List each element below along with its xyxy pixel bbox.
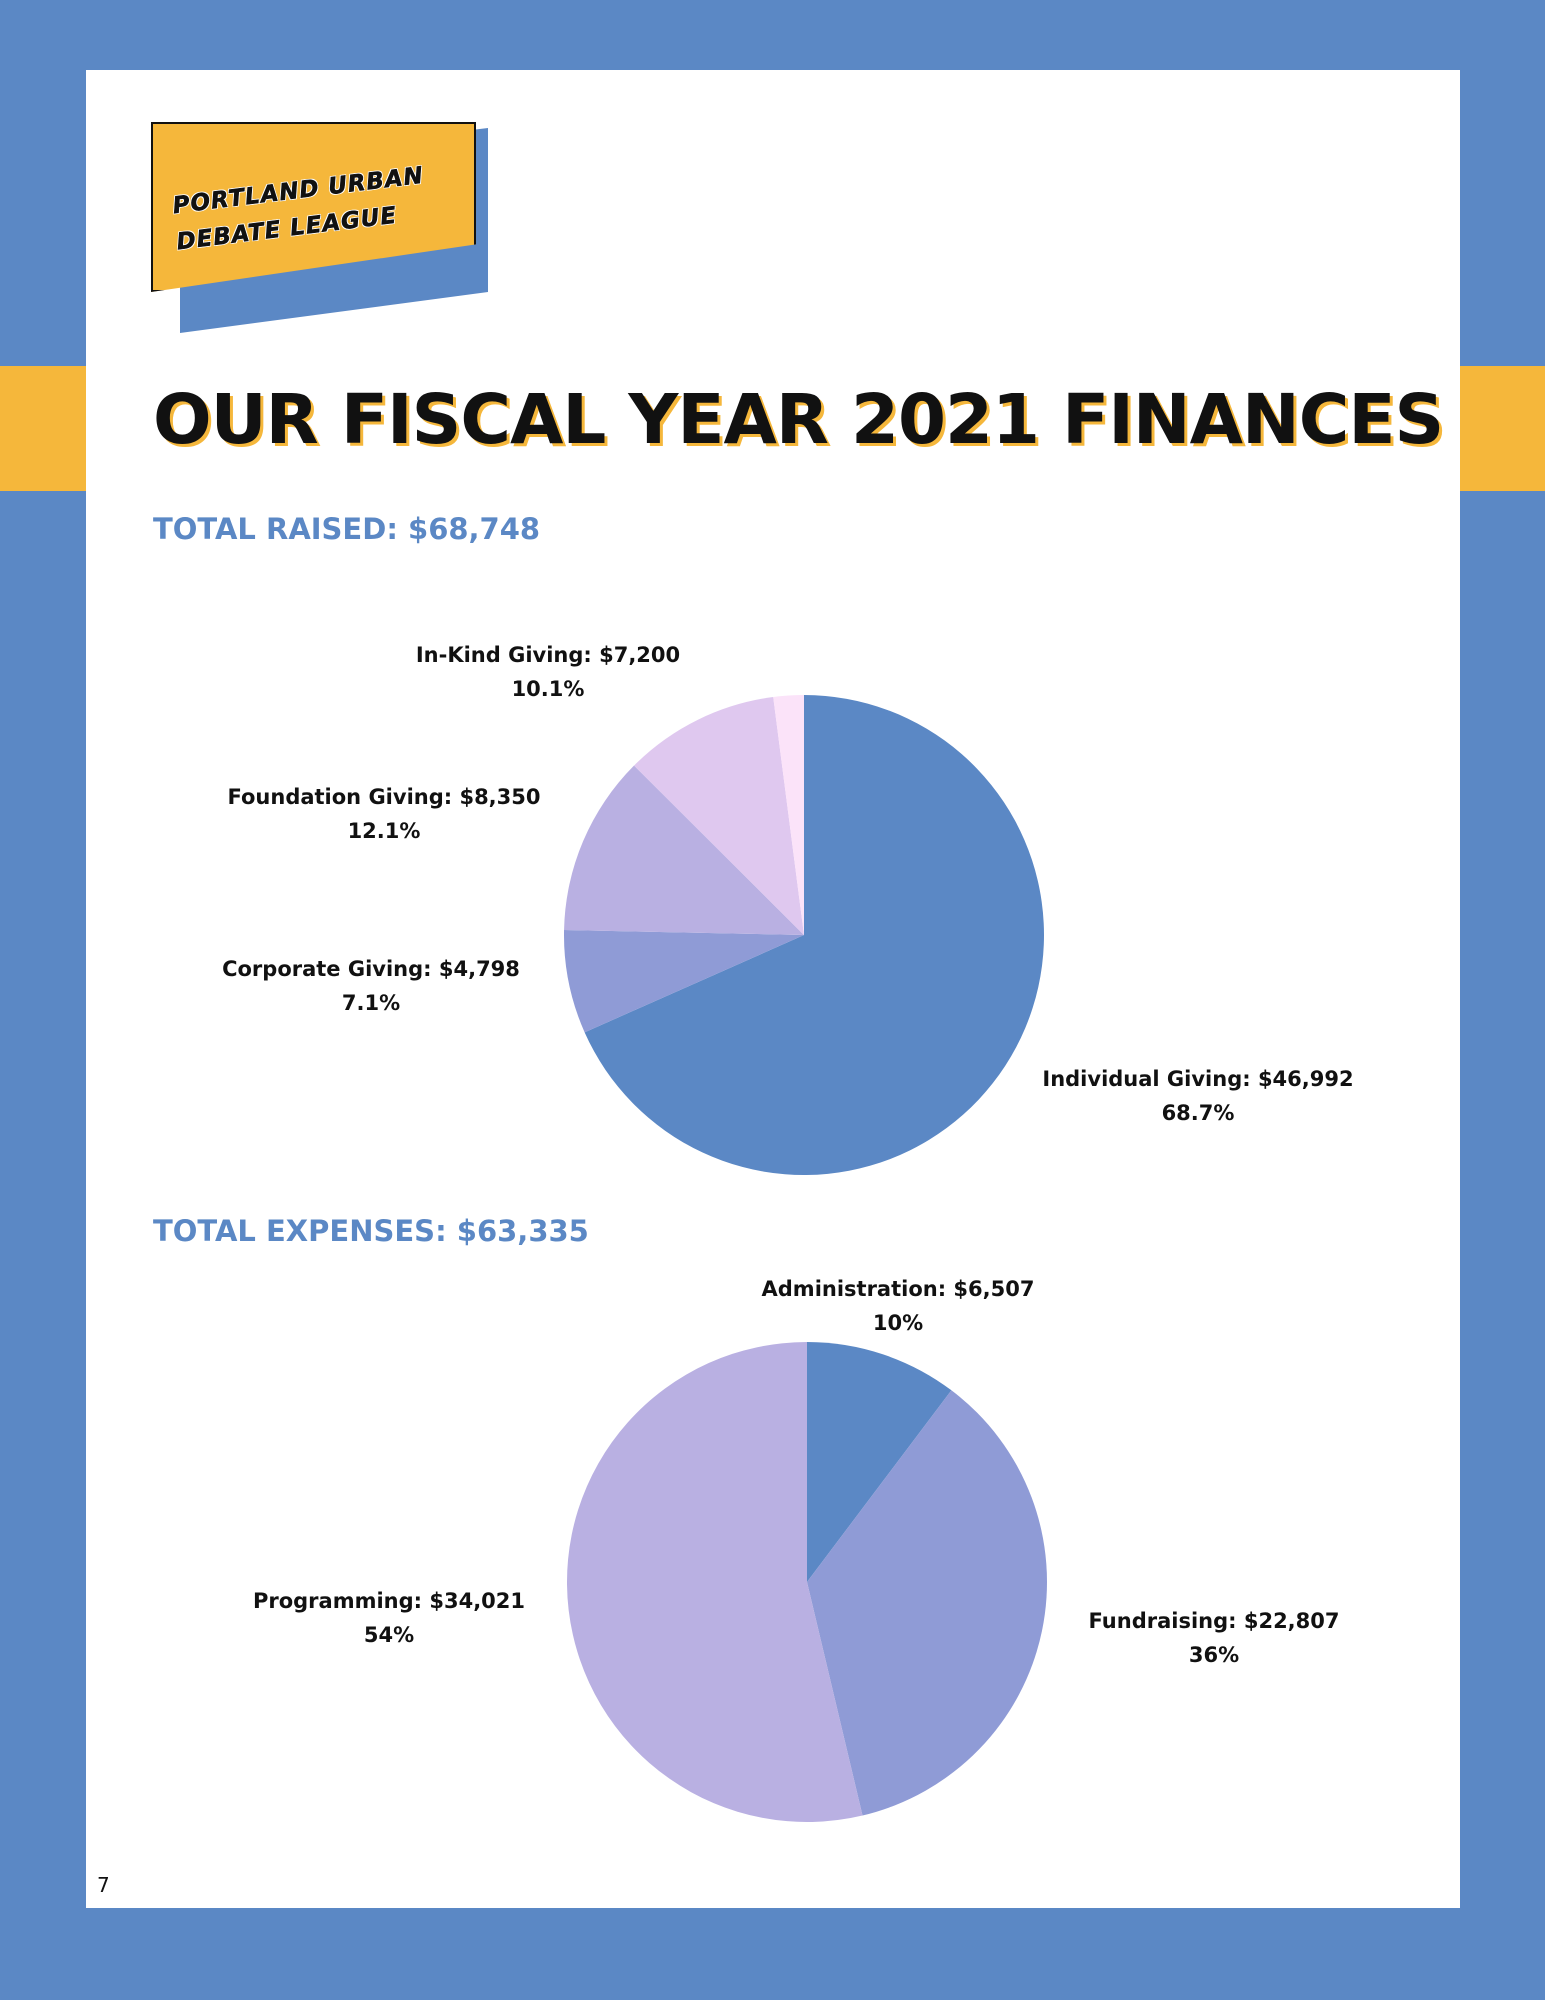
label-inkind-giving-amount: In-Kind Giving: $7,200 xyxy=(415,643,681,667)
label-administration-amount: Administration: $6,507 xyxy=(761,1277,1035,1301)
label-corporate-giving-percent: 7.1% xyxy=(341,991,401,1015)
pie-slice-programming xyxy=(566,1342,863,1822)
total-raised-heading: TOTAL RAISED: $68,748 xyxy=(153,512,541,546)
pie-slice-unlabeled xyxy=(773,695,804,935)
label-programming-percent: 54% xyxy=(363,1623,415,1647)
pie-slice-foundation-giving xyxy=(564,765,804,935)
label-fundraising-amount: Fundraising: $22,807 xyxy=(1088,1609,1340,1633)
label-administration: Administration: $6,507 10% xyxy=(762,1272,1035,1340)
label-foundation-giving-percent: 12.1% xyxy=(347,819,421,843)
label-foundation-giving-amount: Foundation Giving: $8,350 xyxy=(227,785,541,809)
pie-slice-corporate-giving xyxy=(564,929,804,1033)
page-title: OUR FISCAL YEAR 2021 FINANCES xyxy=(153,380,1444,460)
label-inkind-giving: In-Kind Giving: $7,200 10.1% xyxy=(416,638,680,706)
label-fundraising-percent: 36% xyxy=(1188,1643,1240,1667)
total-expenses-heading: TOTAL EXPENSES: $63,335 xyxy=(153,1214,589,1248)
label-administration-percent: 10% xyxy=(872,1311,924,1335)
label-fundraising: Fundraising: $22,807 36% xyxy=(1089,1604,1340,1672)
label-inkind-giving-percent: 10.1% xyxy=(511,677,585,701)
pie-slice-fundraising xyxy=(807,1390,1047,1816)
label-corporate-giving-amount: Corporate Giving: $4,798 xyxy=(222,957,520,981)
label-programming: Programming: $34,021 54% xyxy=(253,1584,525,1652)
pie-slice-in-kind-giving xyxy=(634,696,804,935)
label-individual-giving-amount: Individual Giving: $46,992 xyxy=(1042,1067,1354,1091)
label-corporate-giving: Corporate Giving: $4,798 7.1% xyxy=(222,952,520,1020)
pie-slice-administration xyxy=(807,1342,952,1582)
label-individual-giving: Individual Giving: $46,992 68.7% xyxy=(1042,1062,1353,1130)
page-number: 7 xyxy=(97,1873,110,1897)
pie-slice-individual-giving xyxy=(584,695,1044,1175)
label-foundation-giving: Foundation Giving: $8,350 12.1% xyxy=(227,780,540,848)
label-individual-giving-percent: 68.7% xyxy=(1161,1101,1235,1125)
label-programming-amount: Programming: $34,021 xyxy=(252,1589,526,1613)
